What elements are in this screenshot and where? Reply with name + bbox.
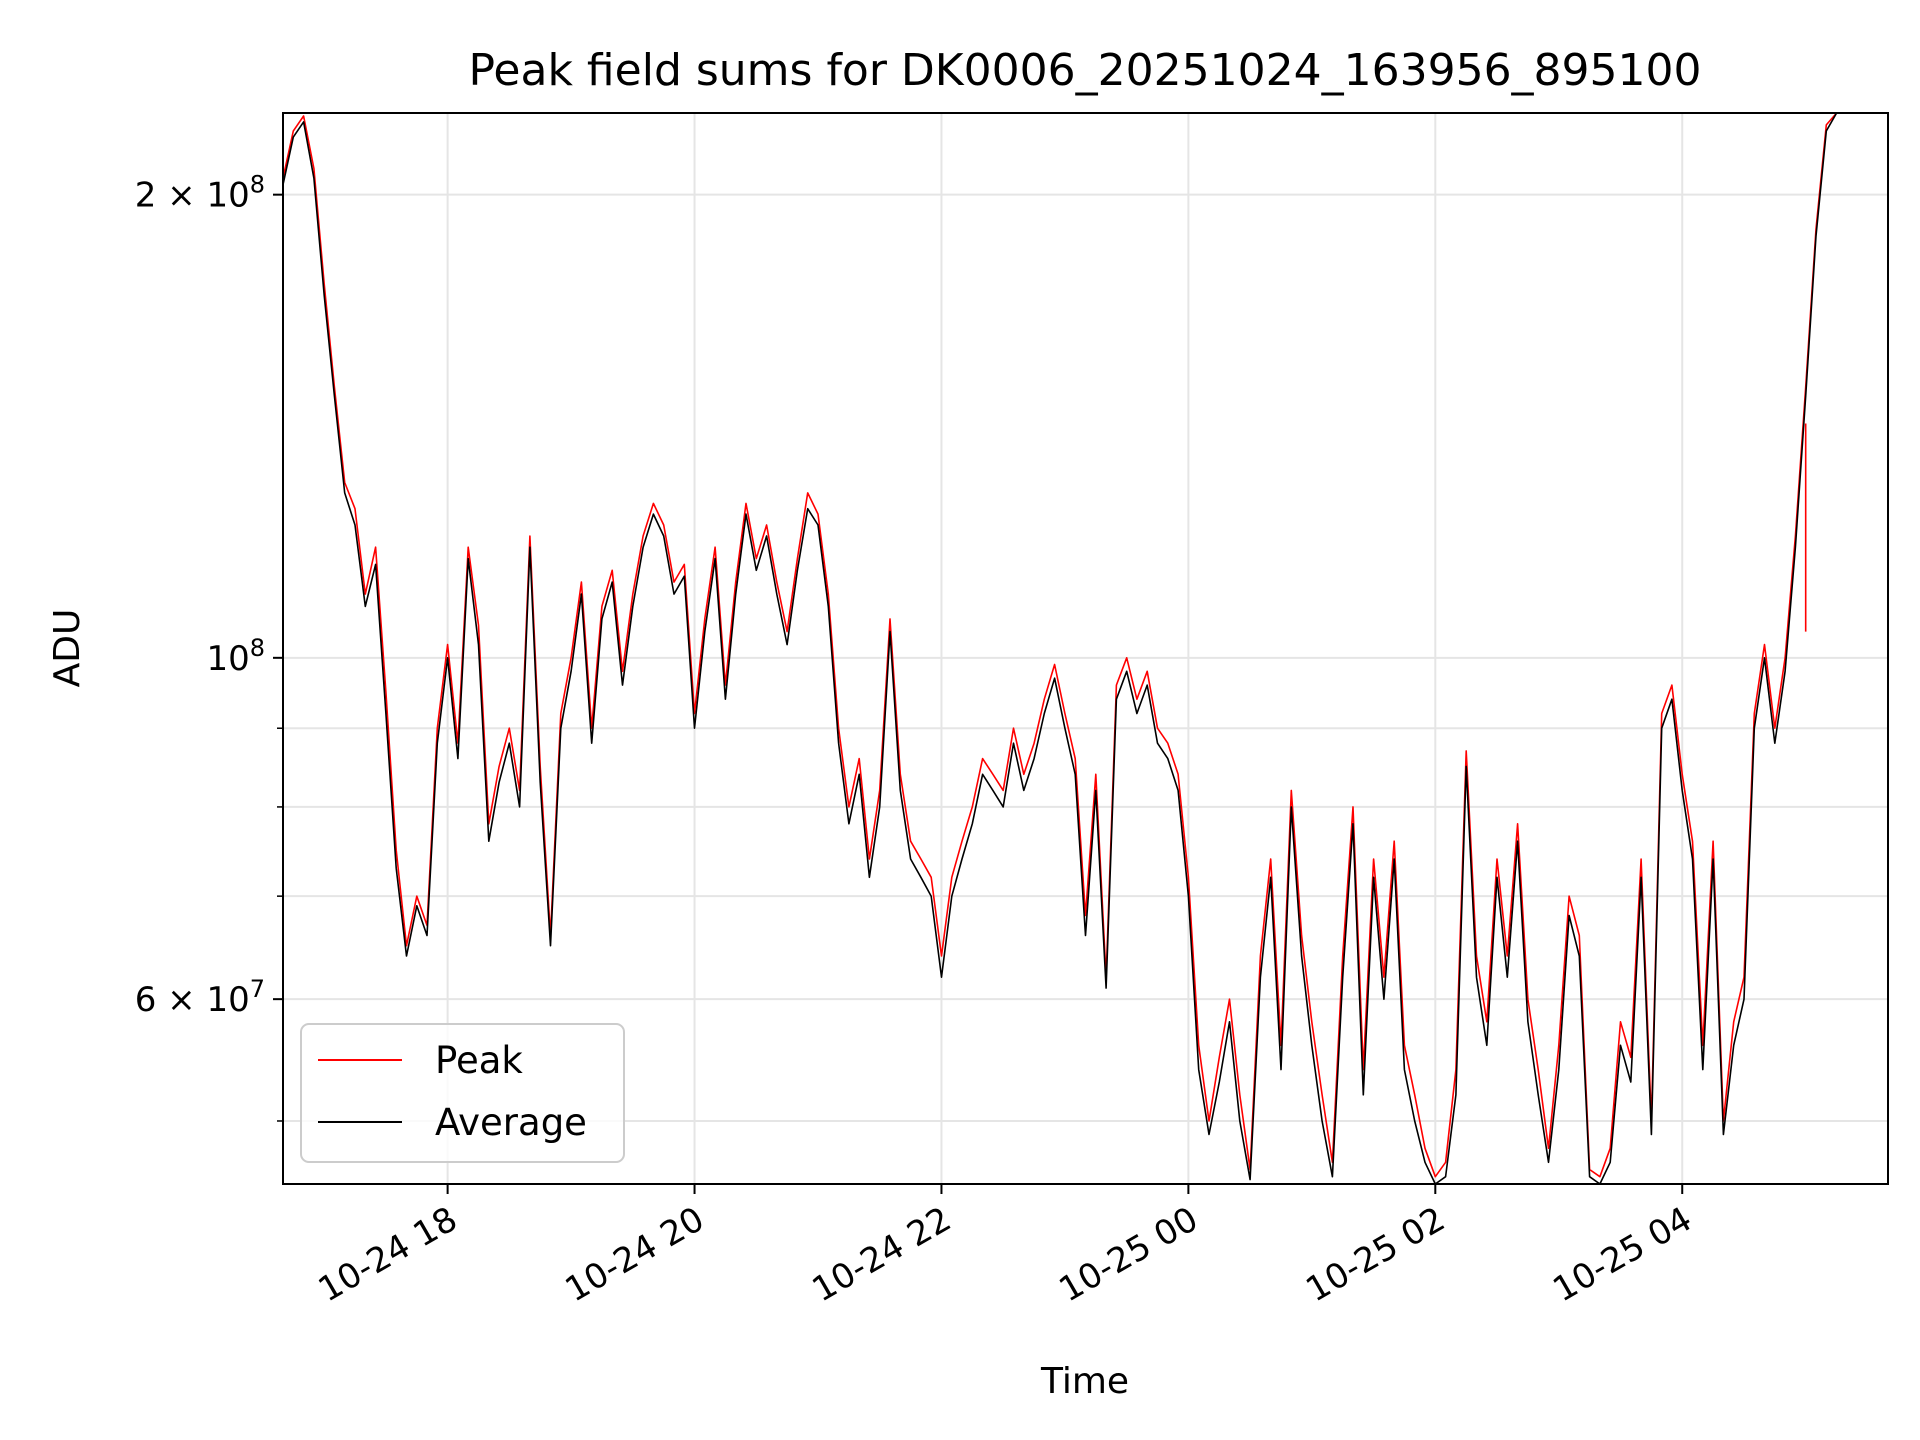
series-average-line [282, 112, 1847, 1185]
legend: Peak Average [300, 1023, 625, 1163]
y-tick-label: 6 × 107 [135, 975, 265, 1020]
y-axis-label: ADU [47, 609, 88, 688]
y-tick-label: 108 [206, 634, 265, 679]
legend-peak-label: Peak [435, 1039, 523, 1082]
legend-box [300, 1023, 625, 1163]
series-layer [282, 112, 1847, 1185]
chart-title: Peak field sums for DK0006_20251024_1639… [468, 45, 1701, 96]
grid [283, 113, 1888, 1184]
x-axis-label: Time [1040, 1361, 1129, 1402]
legend-average-label: Average [435, 1101, 587, 1144]
plot-frame [282, 112, 1889, 1185]
y-tick-label: 2 × 108 [135, 171, 265, 216]
